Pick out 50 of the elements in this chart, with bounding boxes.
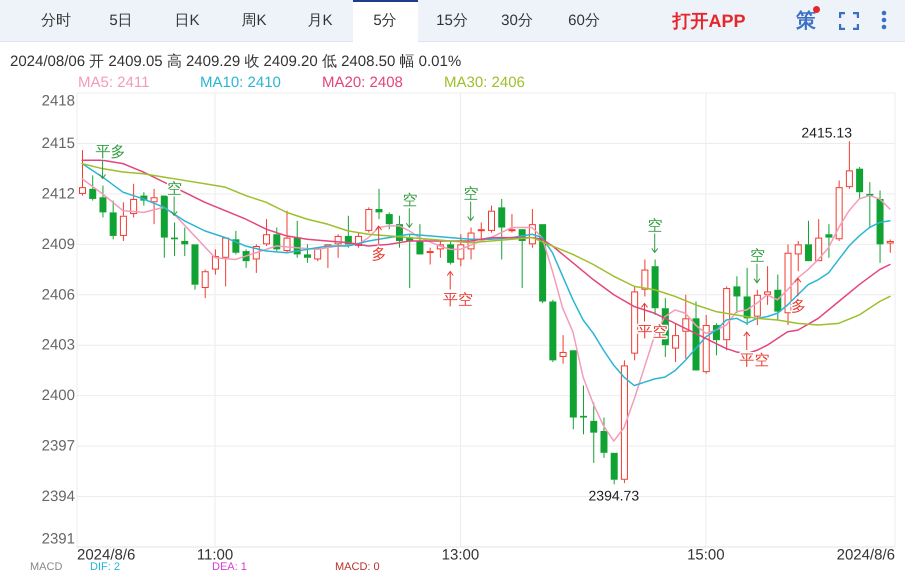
line-series — [81, 162, 891, 326]
annotation: 平空 — [443, 292, 474, 309]
annotation: 空 — [464, 186, 479, 203]
annotation: 多 — [372, 246, 387, 264]
y-tick-label: 2391 — [42, 530, 75, 548]
text: MACD — [30, 561, 62, 572]
y-tick-label: 2403 — [42, 336, 75, 354]
annotation: 空 — [648, 217, 663, 234]
y-tick-label: 2412 — [42, 185, 75, 202]
text: 5日 — [109, 12, 133, 30]
x-tick-label: 15:00 — [687, 546, 725, 564]
y-tick-label: 2397 — [42, 438, 75, 455]
line-series — [81, 160, 891, 354]
text: 5分 — [373, 12, 397, 30]
text: MA5: 2411 — [78, 74, 150, 91]
text: 打开APP — [672, 11, 746, 31]
annotation: 平多 — [96, 143, 126, 160]
x-tick-label: 2024/8/6 — [77, 546, 136, 564]
y-tick-label: 2400 — [42, 387, 75, 404]
x-tick-label: 2024/8/6 — [836, 546, 895, 564]
text: 分时 — [41, 12, 71, 30]
line-series — [81, 162, 891, 386]
y-tick-label: 2418 — [42, 92, 75, 110]
y-tick-label: 2406 — [42, 286, 75, 304]
text: MA20: 2408 — [322, 74, 403, 91]
text: 策 — [796, 10, 816, 32]
text: DEA: 1 — [212, 561, 247, 572]
line-series — [81, 178, 891, 442]
text: MA30: 2406 — [444, 74, 525, 91]
annotation: 空 — [402, 192, 418, 210]
text: 60分 — [568, 12, 600, 30]
text: 30分 — [501, 12, 533, 30]
annotation: 2394.73 — [588, 487, 640, 504]
text: 2024/08/06 开 2409.05 高 2409.29 收 2409.20 低 2408.50 幅 0.01% — [10, 53, 462, 71]
text: MACD: 0 — [335, 561, 380, 572]
text: 15分 — [436, 12, 468, 30]
annotation: 多 — [790, 298, 806, 316]
y-tick-label: 2409 — [42, 236, 75, 253]
annotation: 空 — [750, 248, 765, 265]
y-tick-label: 2394 — [42, 488, 75, 506]
x-tick-label: 11:00 — [196, 546, 234, 564]
annotation: 2415.13 — [801, 124, 852, 140]
y-tick-label: 2415 — [42, 134, 75, 152]
x-tick-label: 13:00 — [442, 546, 480, 564]
text: 月K — [307, 12, 333, 30]
text: 周K — [241, 12, 267, 30]
text: MA10: 2410 — [200, 74, 281, 91]
annotation: 平空 — [740, 352, 770, 370]
text: DIF: 2 — [90, 561, 120, 572]
text: 日K — [174, 12, 200, 30]
